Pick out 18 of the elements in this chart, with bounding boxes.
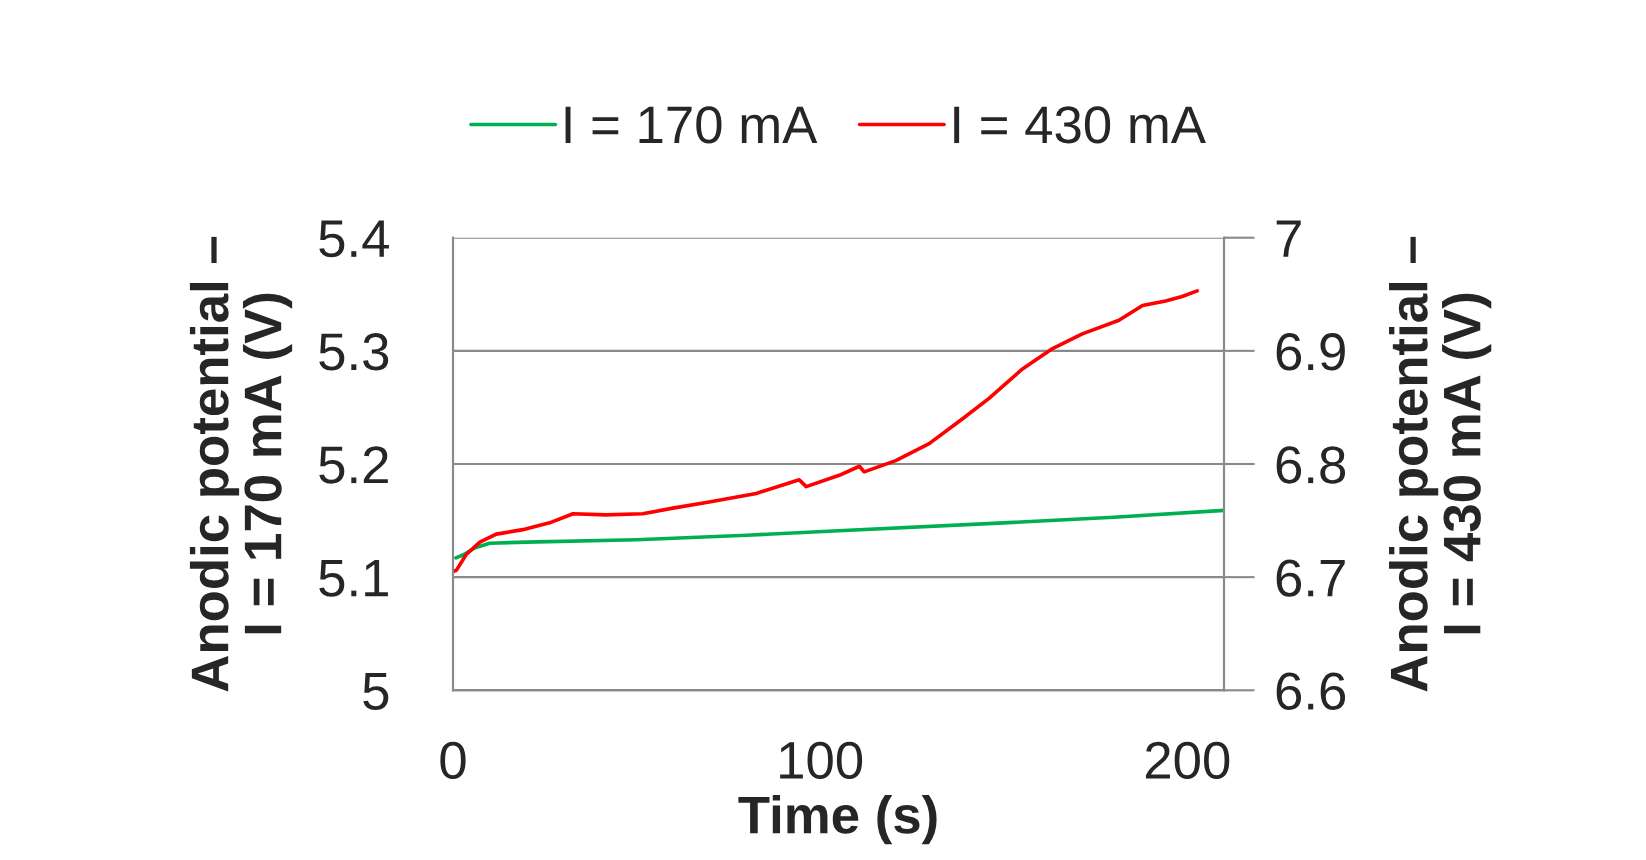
y-tick-label: 5.1 — [319, 559, 388, 597]
y2-axis-title: Anodic potential – I = 430 mA (V) — [1389, 236, 1492, 692]
legend-label: I = 430 mA — [954, 106, 1206, 144]
y-axis-title: Anodic potential – I = 170 mA (V) — [189, 236, 293, 692]
y2-tick-label: 6.9 — [1276, 333, 1345, 371]
legend-label: I = 170 mA — [565, 106, 818, 144]
y2-tick-label: 6.6 — [1276, 672, 1346, 710]
y-tick-label: 5.4 — [319, 220, 389, 258]
y-tick-label: 5.3 — [319, 333, 389, 371]
x-tick-label: 100 — [780, 741, 863, 780]
x-tick-label: 0 — [440, 741, 466, 780]
x-tick-label: 200 — [1145, 741, 1230, 780]
x-axis-title: Time (s) — [738, 795, 937, 845]
y2-tick-label: 6.8 — [1276, 446, 1346, 484]
y-tick-label: 5 — [363, 673, 389, 710]
y2-tick-label: 6.7 — [1276, 559, 1345, 597]
y-tick-label: 5.2 — [319, 446, 388, 484]
y2-tick-label: 7 — [1276, 220, 1301, 257]
